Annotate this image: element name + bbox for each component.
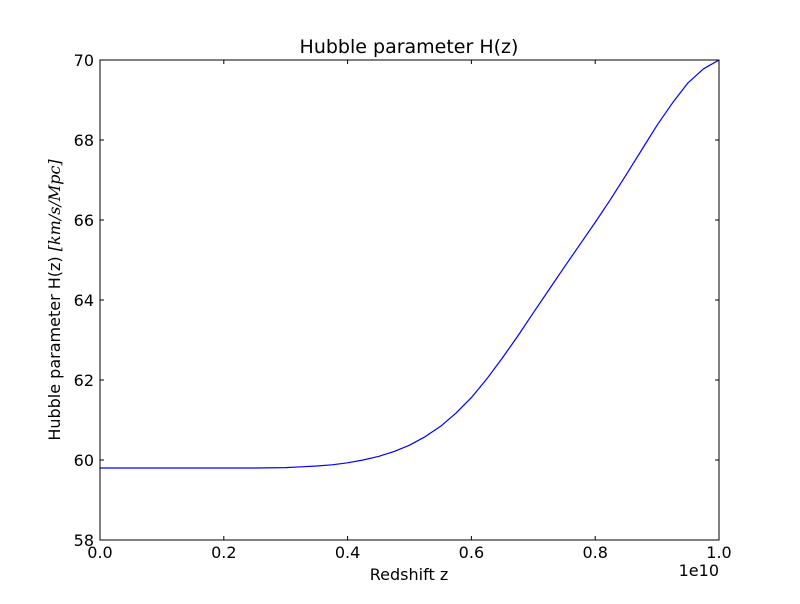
y-axis-label-units: [km/s/Mpc] [45,159,64,252]
series-line [100,59,720,469]
x-axis-label: Redshift z [370,565,448,584]
y-tick-label: 60 [74,451,94,470]
y-tick-label: 64 [74,291,94,310]
x-tick-label: 0.2 [211,543,236,562]
y-axis-label-prefix: Hubble parameter H(z) [45,251,64,440]
plot-frame [99,59,720,541]
y-tick-label: 62 [74,371,94,390]
y-tick-label: 70 [74,51,94,70]
x-offset-label: 1e10 [679,561,719,580]
x-tick-label: 0.6 [459,543,484,562]
y-tick-label: 58 [74,531,94,550]
x-tick-label: 0.0 [87,543,112,562]
ticks-layer: 0.0 0.2 0.4 0.6 0.8 1.0 58 60 62 64 66 68 70 [74,51,732,562]
y-axis-label: Hubble parameter H(z) [km/s/Mpc] [45,159,64,441]
y-tick-label: 66 [74,211,94,230]
chart-title: Hubble parameter H(z) [300,36,519,58]
y-tick-label: 68 [74,131,94,150]
x-tick-label: 0.4 [335,543,360,562]
series-layer [100,59,720,469]
x-tick-label: 0.8 [582,543,607,562]
x-tick-label: 1.0 [706,543,731,562]
